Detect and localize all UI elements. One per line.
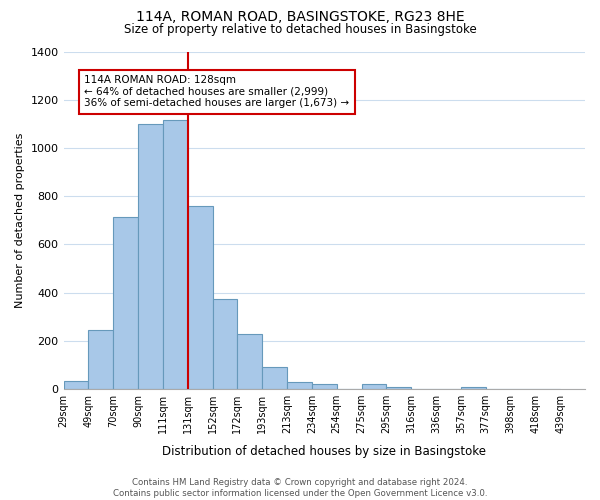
Bar — [138, 124, 163, 389]
Bar — [262, 368, 287, 389]
X-axis label: Distribution of detached houses by size in Basingstoke: Distribution of detached houses by size … — [162, 444, 486, 458]
Bar — [461, 386, 485, 389]
Y-axis label: Number of detached properties: Number of detached properties — [15, 132, 25, 308]
Text: 114A ROMAN ROAD: 128sqm
← 64% of detached houses are smaller (2,999)
36% of semi: 114A ROMAN ROAD: 128sqm ← 64% of detache… — [85, 75, 350, 108]
Bar — [386, 386, 411, 389]
Text: 114A, ROMAN ROAD, BASINGSTOKE, RG23 8HE: 114A, ROMAN ROAD, BASINGSTOKE, RG23 8HE — [136, 10, 464, 24]
Bar — [287, 382, 312, 389]
Bar — [188, 206, 212, 389]
Bar — [238, 334, 262, 389]
Bar — [163, 120, 188, 389]
Text: Contains HM Land Registry data © Crown copyright and database right 2024.
Contai: Contains HM Land Registry data © Crown c… — [113, 478, 487, 498]
Bar — [362, 384, 386, 389]
Bar — [212, 298, 238, 389]
Bar — [88, 330, 113, 389]
Text: Size of property relative to detached houses in Basingstoke: Size of property relative to detached ho… — [124, 22, 476, 36]
Bar — [113, 216, 138, 389]
Bar — [312, 384, 337, 389]
Bar — [64, 380, 88, 389]
